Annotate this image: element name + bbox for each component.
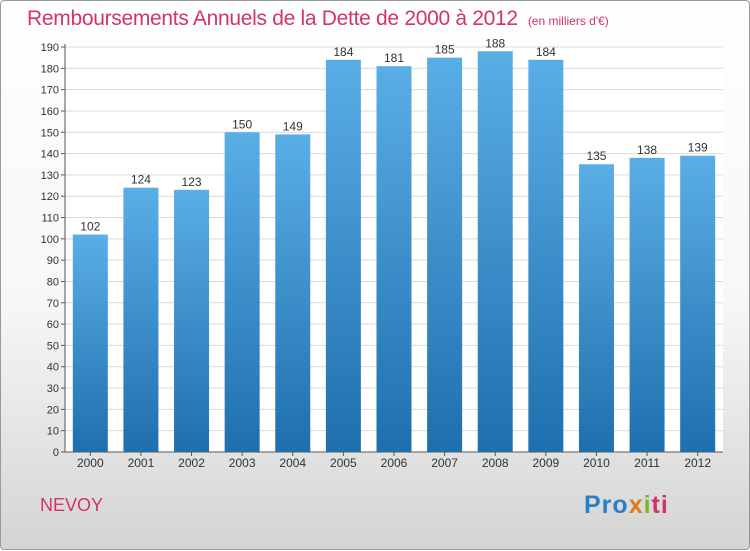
y-tick-label: 70 xyxy=(47,298,59,310)
y-tick-label: 140 xyxy=(41,149,59,161)
y-tick-label: 80 xyxy=(47,276,59,288)
bar xyxy=(72,234,108,452)
bar xyxy=(325,59,361,452)
x-tick-label: 2005 xyxy=(330,456,357,470)
data-label: 149 xyxy=(283,119,303,133)
bar xyxy=(174,189,210,452)
y-tick-label: 120 xyxy=(41,191,59,203)
x-tick-label: 2003 xyxy=(229,456,256,470)
bar xyxy=(528,59,564,452)
x-tick-label: 2011 xyxy=(634,456,660,470)
y-tick-label: 60 xyxy=(47,319,59,331)
data-label: 184 xyxy=(536,45,556,59)
x-tick-label: 2001 xyxy=(128,456,155,470)
x-tick-label: 2004 xyxy=(279,456,306,470)
data-label: 184 xyxy=(333,45,353,59)
data-label: 185 xyxy=(435,43,455,57)
x-tick-label: 2000 xyxy=(77,456,104,470)
y-tick-label: 40 xyxy=(47,362,59,374)
y-tick-label: 170 xyxy=(41,85,59,97)
data-label: 135 xyxy=(586,149,606,163)
y-tick-label: 180 xyxy=(41,63,59,75)
proxiti-logo: Proxiti xyxy=(584,491,669,519)
x-tick-label: 2010 xyxy=(583,456,610,470)
x-tick-label: 2002 xyxy=(178,456,205,470)
data-label: 188 xyxy=(485,36,505,50)
y-tick-label: 30 xyxy=(47,383,59,395)
y-tick-label: 110 xyxy=(41,213,59,225)
x-tick-label: 2009 xyxy=(532,456,559,470)
y-tick-label: 10 xyxy=(47,426,59,438)
bar xyxy=(578,164,614,452)
chart-title: Remboursements Annuels de la Dette de 20… xyxy=(27,7,609,30)
bar xyxy=(123,187,159,452)
y-tick-label: 50 xyxy=(47,340,59,352)
y-tick-label: 190 xyxy=(41,42,59,54)
data-label: 102 xyxy=(80,220,100,234)
bar xyxy=(629,157,665,452)
y-tick-label: 0 xyxy=(53,447,59,459)
bar xyxy=(477,51,513,453)
x-tick-label: 2007 xyxy=(431,456,458,470)
y-tick-label: 20 xyxy=(47,404,59,416)
bar xyxy=(275,134,311,453)
bar xyxy=(224,132,260,452)
y-tick-label: 160 xyxy=(41,106,59,118)
data-label: 123 xyxy=(182,175,202,189)
unit-note: (en milliers d'€) xyxy=(527,14,609,28)
x-tick-label: 2006 xyxy=(381,456,408,470)
y-tick-label: 130 xyxy=(41,170,59,182)
x-tick-label: 2008 xyxy=(482,456,509,470)
data-label: 139 xyxy=(688,141,708,155)
data-label: 124 xyxy=(131,173,151,187)
y-tick-label: 100 xyxy=(41,234,59,246)
y-tick-label: 150 xyxy=(41,127,59,139)
data-label: 138 xyxy=(637,143,657,157)
data-label: 150 xyxy=(232,117,252,131)
y-tick-label: 90 xyxy=(47,255,59,267)
bar xyxy=(680,155,716,453)
commune-name: NEVOY xyxy=(40,495,104,515)
x-tick-label: 2012 xyxy=(684,456,711,470)
bar xyxy=(376,66,412,453)
data-label: 181 xyxy=(384,51,404,65)
bar xyxy=(427,57,463,452)
